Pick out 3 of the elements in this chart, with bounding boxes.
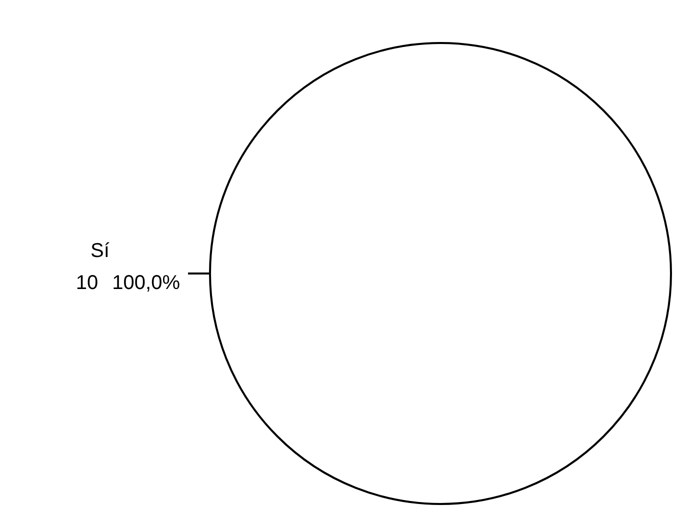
- text: 100,0%: [112, 272, 180, 294]
- slice-label: Sí: [90, 240, 110, 262]
- data-label: 10: [76, 272, 98, 294]
